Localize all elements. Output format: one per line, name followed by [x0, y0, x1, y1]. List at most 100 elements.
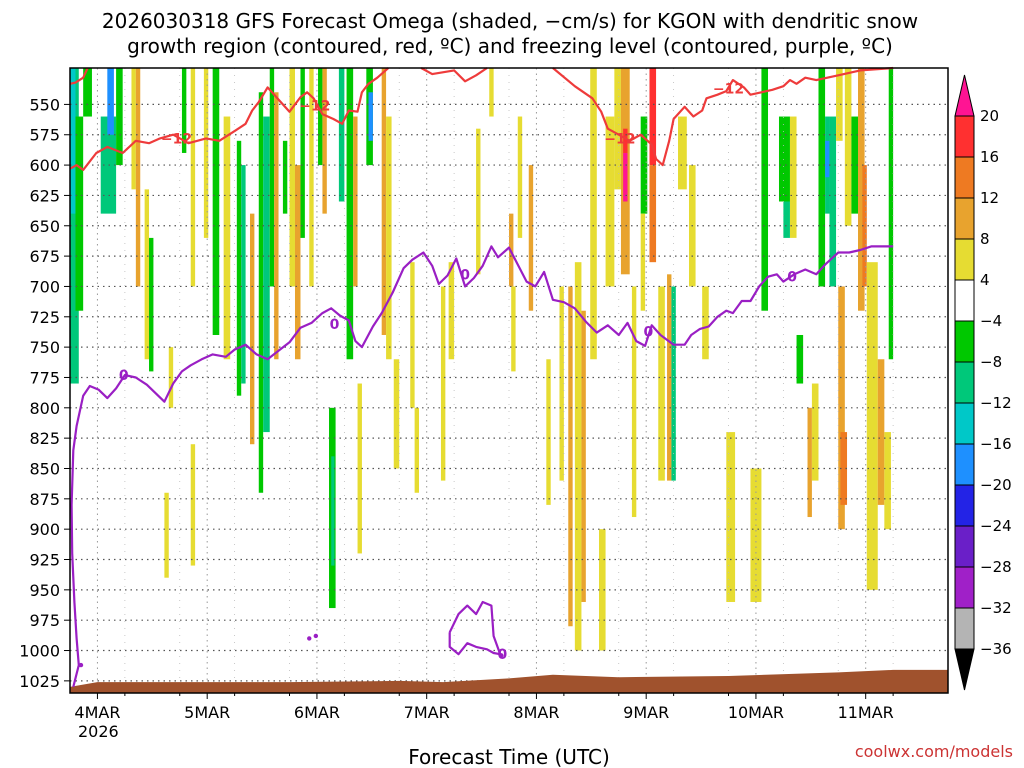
omega-cell — [838, 286, 845, 530]
omega-cell — [649, 165, 657, 263]
colorbar-segment — [954, 238, 975, 281]
x-tick-label: 7MAR — [404, 703, 450, 722]
omega-cell — [778, 116, 790, 202]
omega-cell — [789, 116, 797, 238]
omega-cell — [726, 432, 736, 602]
omega-cell — [249, 213, 255, 445]
y-tick-label: 1000 — [19, 642, 60, 661]
omega-cell — [107, 68, 114, 135]
x-tick-label: 5MAR — [184, 703, 230, 722]
dgz-contour-line — [69, 67, 89, 85]
omega-cell — [658, 286, 665, 481]
x-axis-label: Forecast Time (UTC) — [408, 745, 610, 768]
omega-cell — [631, 286, 637, 518]
omega-cell — [282, 140, 288, 214]
dgz-contour-label: −12 — [604, 131, 635, 147]
colorbar-label: 12 — [980, 189, 999, 207]
dgz-contour-line — [420, 67, 488, 83]
dgz-contour-line — [552, 66, 894, 167]
omega-cell — [559, 286, 564, 481]
omega-cell — [581, 310, 586, 602]
colorbar-label: −4 — [980, 312, 1002, 330]
freezing-contour-label: 0 — [119, 368, 129, 384]
colorbar-segment — [954, 279, 975, 322]
freezing-level-dot — [313, 633, 319, 639]
omega-cell — [322, 68, 327, 214]
omega-cell — [149, 237, 154, 372]
y-tick-label: 575 — [29, 126, 60, 145]
colorbar-label: −24 — [980, 517, 1012, 535]
freezing-contour-label: 0 — [644, 324, 654, 340]
y-tick-label: 775 — [29, 368, 60, 387]
y-tick-label: 600 — [29, 156, 60, 175]
colorbar-label: 16 — [980, 148, 999, 166]
omega-cell — [649, 68, 657, 166]
y-tick-label: 625 — [29, 186, 60, 205]
colorbar-label: −28 — [980, 558, 1012, 576]
y-tick-label: 675 — [29, 247, 60, 266]
omega-cell — [357, 383, 362, 554]
dgz-contour-label: −12 — [299, 99, 330, 115]
freezing-contour-label: 0 — [460, 267, 470, 283]
y-tick-label: 975 — [29, 611, 60, 630]
omega-cell — [223, 116, 231, 360]
colorbar-segment — [954, 484, 975, 527]
omega-cell — [212, 68, 220, 335]
x-tick-label: 6MAR — [294, 703, 340, 722]
omega-cell — [331, 456, 335, 566]
omega-cell — [203, 68, 209, 238]
x-tick-label: 10MAR — [728, 703, 784, 722]
omega-cell — [116, 68, 123, 166]
colorbar-label: 4 — [980, 271, 990, 289]
x-axis-ticks: 4MAR 5MAR 6MAR 7MAR 8MAR 9MAR 10MAR 11MAR — [74, 693, 894, 722]
colorbar-segment — [954, 525, 975, 568]
omega-cell — [100, 116, 117, 214]
omega-cell — [144, 189, 150, 360]
contour-labels: −12 −12 −12 −12 0 0 0 0 0 0 — [119, 82, 797, 664]
colorbar-label: −12 — [980, 394, 1012, 412]
colorbar-label: −32 — [980, 599, 1012, 617]
omega-cell — [393, 359, 400, 469]
colorbar-segment — [954, 197, 975, 240]
omega-cell — [640, 213, 646, 311]
omega-cell — [818, 68, 826, 287]
omega-cell — [294, 165, 301, 360]
omega-cell — [75, 116, 84, 311]
omega-cell — [269, 68, 275, 287]
omega-cell — [640, 116, 648, 214]
y-tick-label: 950 — [29, 581, 60, 600]
y-tick-label: 650 — [29, 217, 60, 236]
omega-cell — [783, 201, 790, 238]
y-tick-label: 550 — [29, 95, 60, 114]
y-tick-label: 725 — [29, 308, 60, 327]
omega-cell — [258, 92, 264, 493]
y-tick-label: 700 — [29, 277, 60, 296]
y-tick-label: 875 — [29, 490, 60, 509]
y-axis-ticks: 550 575 600 625 650 675 700 725 750 775 800 825 850 8… — [19, 95, 70, 691]
freezing-level-dot — [499, 653, 504, 658]
omega-cell — [410, 262, 415, 408]
omega-cell — [844, 68, 852, 226]
omega-cell — [761, 68, 769, 311]
y-tick-label: 825 — [29, 429, 60, 448]
omega-cell — [829, 116, 837, 287]
colorbar-label: 20 — [980, 107, 999, 125]
plot-area: −12 −12 −12 −12 0 0 0 0 0 0 — [69, 66, 949, 694]
freezing-contour-label: 0 — [498, 647, 508, 663]
omega-cell — [858, 68, 865, 311]
omega-cell — [598, 529, 606, 651]
omega-cell — [667, 274, 672, 481]
omega-cell — [190, 68, 196, 287]
omega-cell — [888, 68, 894, 360]
omega-cell — [807, 407, 812, 518]
x-tick-label: 11MAR — [838, 703, 894, 722]
omega-cell — [528, 165, 534, 311]
colorbar-segment — [954, 566, 975, 609]
x-tick-label: 9MAR — [623, 703, 669, 722]
colorbar: 20 16 12 8 4 −4 −8 −12 −16 −20 −24 −28 −32 −36 — [954, 74, 1012, 691]
x-year-label: 2026 — [78, 722, 119, 741]
y-tick-label: 850 — [29, 459, 60, 478]
y-tick-label: 925 — [29, 551, 60, 570]
omega-cell — [750, 468, 762, 602]
